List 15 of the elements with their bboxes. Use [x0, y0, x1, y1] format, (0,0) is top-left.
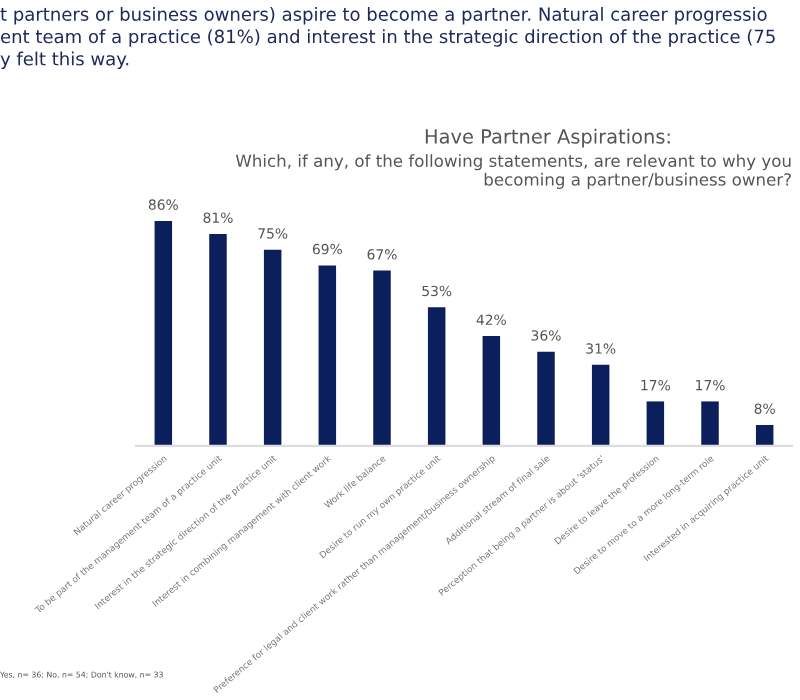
bar [482, 336, 501, 446]
bar [701, 401, 719, 446]
bar [591, 364, 610, 446]
chart-subtitle: Which, if any, of the following statements, are relevant to why you becoming a partner/business owner? [235, 154, 791, 189]
chart-title: Have Partner Aspirations: [425, 128, 670, 148]
text: t partners or business owners) aspire to become a partner. Natural career progressio ent team of a practice (81%) and interest in the strategic direction of the practice (75 y felt this way. [0, 7, 775, 70]
bar [318, 265, 337, 446]
bar [209, 233, 227, 446]
bar [427, 307, 446, 446]
bar [646, 401, 665, 446]
bar [373, 270, 391, 446]
bar [154, 220, 173, 446]
bar [263, 249, 282, 446]
bar [537, 351, 555, 446]
bar [755, 424, 774, 446]
